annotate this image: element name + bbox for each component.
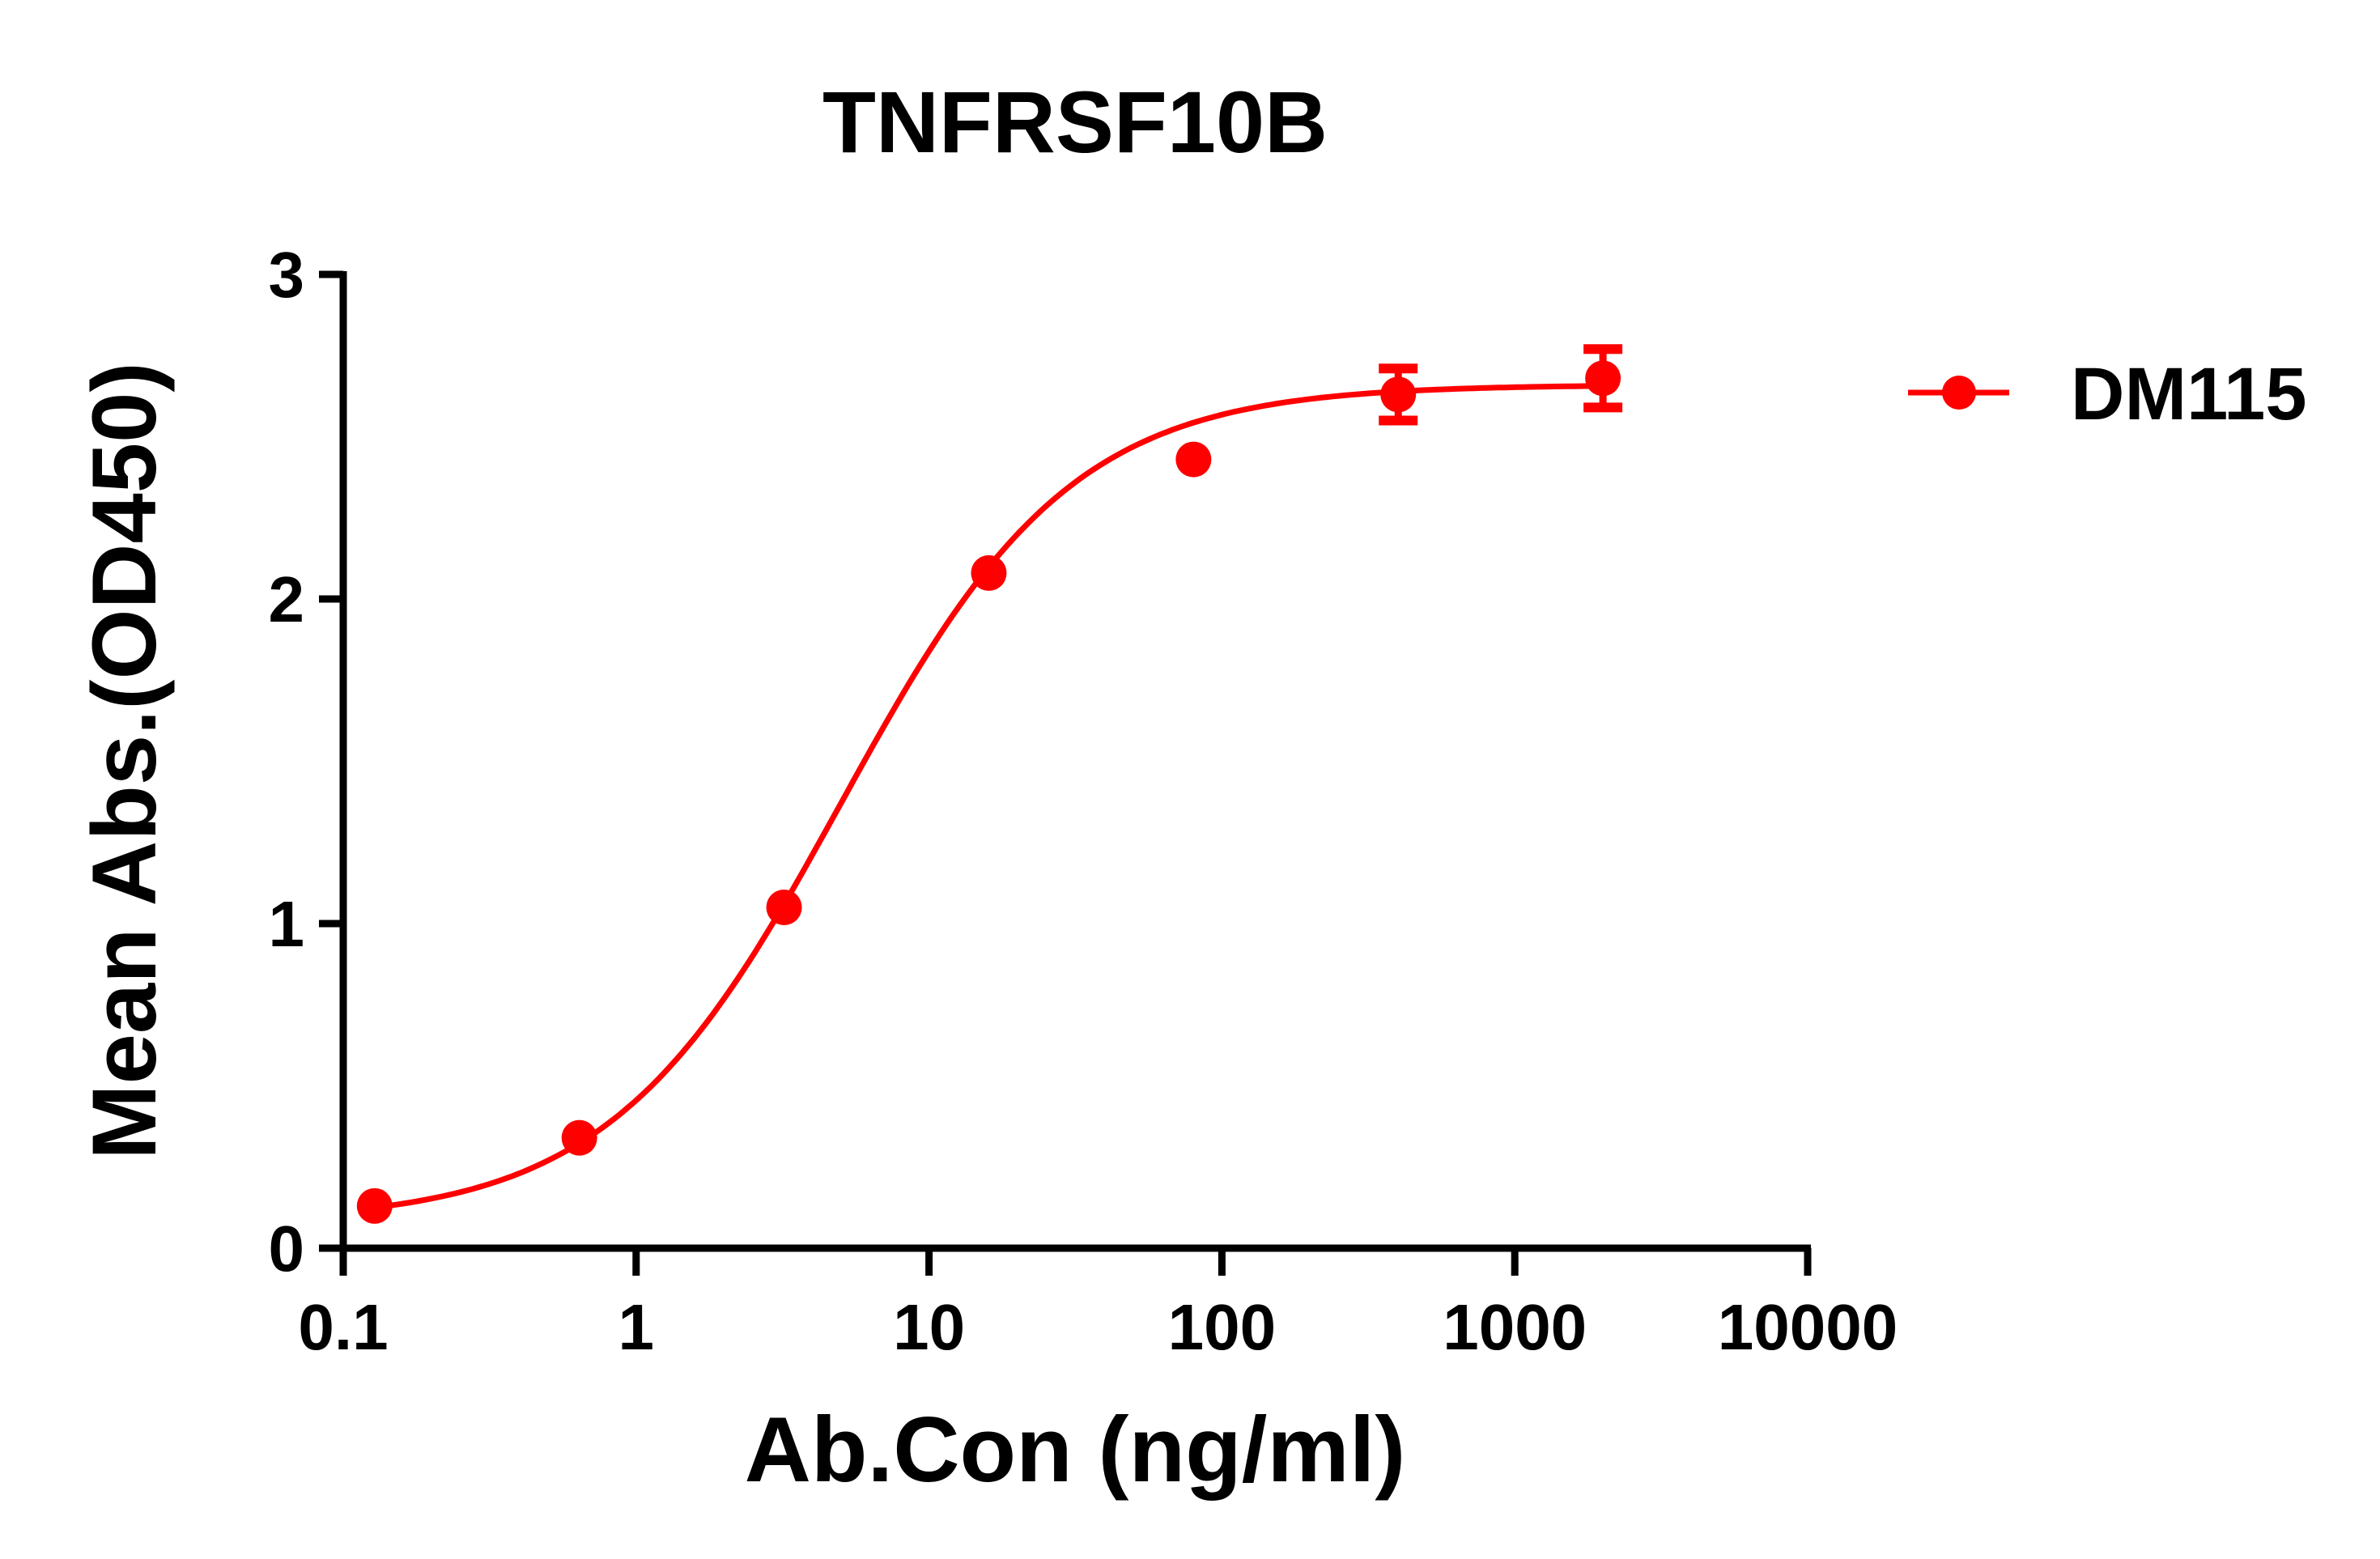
y-axis-label: Mean Abs.(OD450) (74, 362, 175, 1159)
chart-title: TNFRSF10B (822, 73, 1328, 171)
x-tick-label: 100 (1168, 1291, 1276, 1363)
data-point (1585, 360, 1621, 397)
x-tick-label: 10 (893, 1291, 965, 1363)
data-point (971, 554, 1007, 591)
data-point (356, 1187, 393, 1224)
x-tick-label: 0.1 (298, 1291, 388, 1363)
data-point (561, 1119, 597, 1156)
data-point (1175, 441, 1212, 478)
y-tick-label: 0 (269, 1213, 305, 1285)
data-point (1380, 376, 1417, 413)
legend-marker (1942, 376, 1976, 410)
plot-area (356, 344, 1623, 1224)
x-axis-label: Ab.Con (ng/ml) (745, 1399, 1406, 1502)
legend: DM115 (1908, 353, 2307, 435)
fit-curve (374, 383, 1604, 1211)
y-tick-label: 3 (269, 239, 305, 311)
legend-label: DM115 (2071, 353, 2307, 435)
data-point (766, 889, 802, 925)
axes: 0 1 2 3 0.1 1 10 100 1000 10000 (269, 239, 1898, 1363)
x-tick-label: 10000 (1718, 1291, 1898, 1363)
y-tick-label: 1 (269, 888, 305, 960)
x-tick-label: 1000 (1443, 1291, 1587, 1363)
y-tick-label: 2 (269, 563, 305, 635)
x-tick-label: 1 (618, 1291, 655, 1363)
